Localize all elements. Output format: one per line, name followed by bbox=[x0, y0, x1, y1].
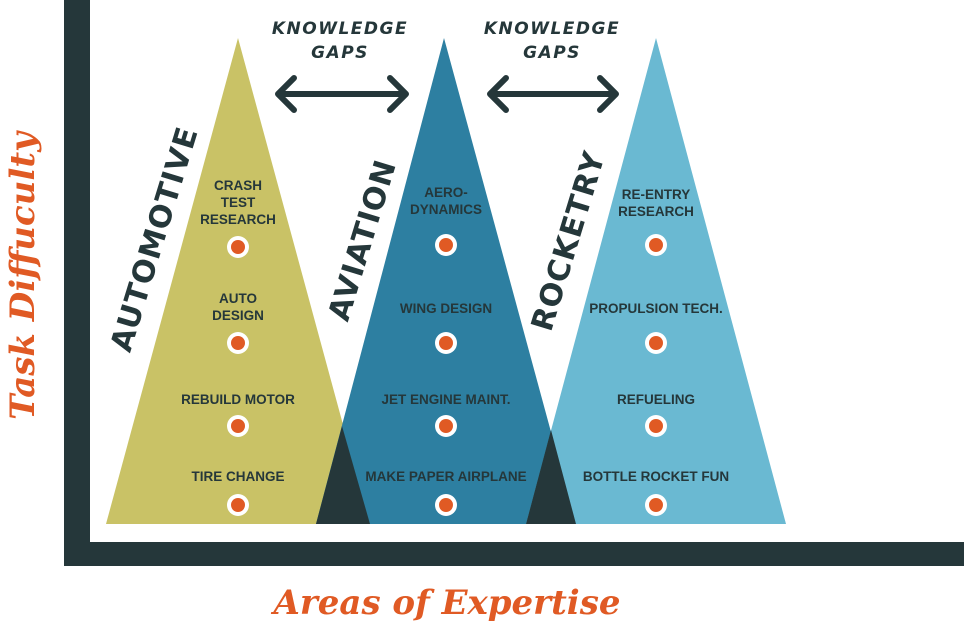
task-label: DYNAMICS bbox=[410, 202, 482, 217]
aviation-rocketry-overlap bbox=[526, 430, 576, 524]
automotive-task-3: REBUILD MOTOR bbox=[181, 392, 295, 437]
task-marker-dot bbox=[231, 336, 245, 350]
task-label: RESEARCH bbox=[200, 212, 276, 227]
rocketry-task-4: BOTTLE ROCKET FUN bbox=[583, 469, 729, 516]
task-label: BOTTLE ROCKET FUN bbox=[583, 469, 729, 484]
task-marker-dot bbox=[231, 419, 245, 433]
rocketry-task-2: PROPULSION TECH. bbox=[589, 301, 723, 354]
task-label: AUTO bbox=[219, 291, 257, 306]
task-marker-dot bbox=[439, 498, 453, 512]
task-marker-dot bbox=[231, 240, 245, 254]
aviation-task-1: AERO- DYNAMICS bbox=[410, 185, 482, 256]
task-label: TEST bbox=[221, 195, 256, 210]
task-label: JET ENGINE MAINT. bbox=[381, 392, 510, 407]
task-marker-dot bbox=[649, 238, 663, 252]
task-label: PROPULSION TECH. bbox=[589, 301, 723, 316]
knowledge-gap-2-line2: GAPS bbox=[523, 43, 581, 63]
knowledge-gap-arrow-1 bbox=[275, 75, 409, 113]
task-marker-dot bbox=[649, 336, 663, 350]
task-marker-dot bbox=[649, 419, 663, 433]
knowledge-gap-1-line2: GAPS bbox=[311, 43, 369, 63]
task-label: REBUILD MOTOR bbox=[181, 392, 295, 407]
task-label: CRASH bbox=[214, 178, 262, 193]
automotive-task-2: AUTO DESIGN bbox=[212, 291, 264, 354]
task-marker-dot bbox=[649, 498, 663, 512]
rocketry-triangle bbox=[526, 38, 786, 524]
automotive-task-4: TIRE CHANGE bbox=[191, 469, 285, 516]
knowledge-gap-arrow-2 bbox=[487, 75, 619, 113]
task-marker-dot bbox=[231, 498, 245, 512]
aviation-triangle bbox=[316, 38, 576, 524]
aviation-task-3: JET ENGINE MAINT. bbox=[381, 392, 511, 437]
rocketry-task-3: REFUELING bbox=[617, 392, 695, 437]
task-label: MAKE PAPER AIRPLANE bbox=[365, 469, 526, 484]
task-marker-dot bbox=[439, 336, 453, 350]
automotive-triangle bbox=[106, 38, 370, 524]
x-axis-label: Areas of Expertise bbox=[271, 583, 621, 623]
task-label: DESIGN bbox=[212, 308, 264, 323]
rocketry-task-1: RE-ENTRY RESEARCH bbox=[618, 187, 694, 256]
task-label: RE-ENTRY bbox=[622, 187, 691, 202]
task-marker-dot bbox=[439, 238, 453, 252]
y-axis bbox=[64, 0, 90, 566]
knowledge-gap-2-line1: KNOWLEDGE bbox=[484, 19, 620, 39]
task-label: WING DESIGN bbox=[400, 301, 492, 316]
task-label: TIRE CHANGE bbox=[191, 469, 284, 484]
automotive-aviation-overlap bbox=[316, 426, 370, 524]
task-marker-dot bbox=[439, 419, 453, 433]
task-label: RESEARCH bbox=[618, 204, 694, 219]
task-label: REFUELING bbox=[617, 392, 695, 407]
y-axis-label: Task Diffuculty bbox=[3, 130, 43, 420]
aviation-task-4: MAKE PAPER AIRPLANE bbox=[365, 469, 527, 516]
aviation-task-2: WING DESIGN bbox=[400, 301, 492, 354]
knowledge-gap-1-line1: KNOWLEDGE bbox=[272, 19, 408, 39]
x-axis bbox=[64, 542, 964, 566]
task-label: AERO- bbox=[424, 185, 468, 200]
automotive-task-1: CRASH TEST RESEARCH bbox=[200, 178, 276, 258]
